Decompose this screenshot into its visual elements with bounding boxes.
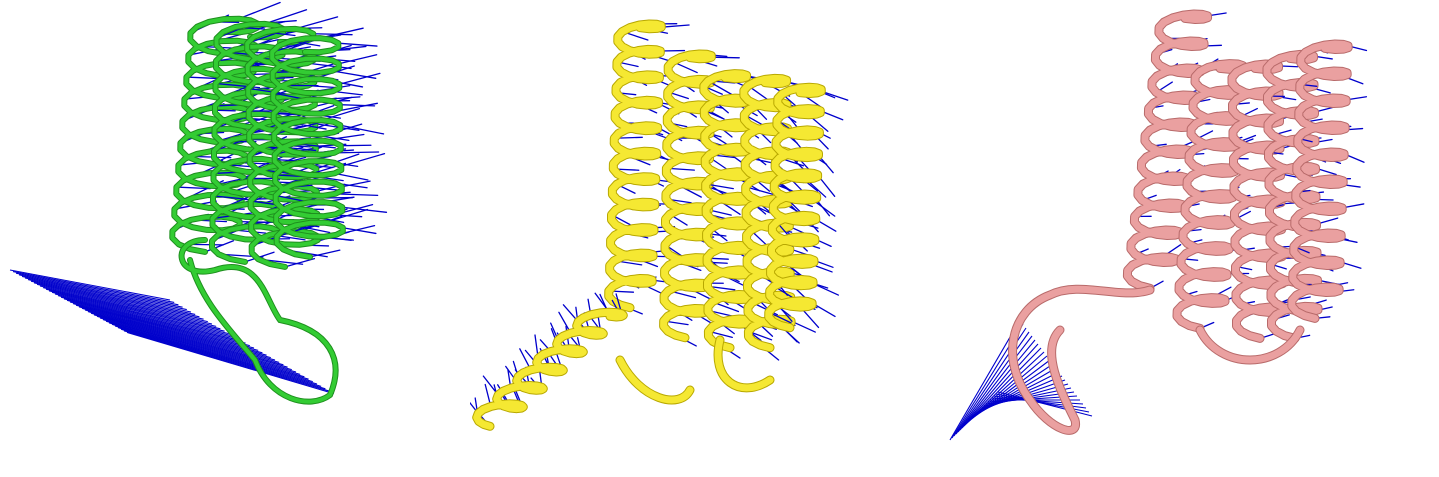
green-protein-ribbon-image — [9, 1, 388, 405]
yellow-protein-ribbon-image — [470, 19, 849, 431]
green-protein-panel — [0, 0, 470, 477]
yellow-protein-panel — [470, 0, 920, 477]
pink-protein-panel — [920, 0, 1439, 477]
pink-protein-ribbon-image — [949, 9, 1368, 441]
